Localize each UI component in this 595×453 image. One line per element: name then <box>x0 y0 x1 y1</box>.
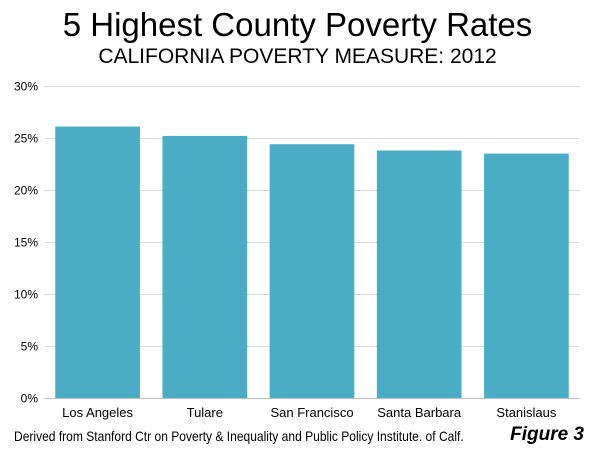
x-tick-label: Los Angeles <box>62 405 133 420</box>
x-tick-label: Tulare <box>187 405 223 420</box>
bar-tulare <box>162 135 248 399</box>
source-note: Derived from Stanford Ctr on Poverty & I… <box>14 428 464 444</box>
chart-subtitle: CALIFORNIA POVERTY MEASURE: 2012 <box>98 45 497 68</box>
y-tick-label: 5% <box>21 340 39 354</box>
chart-title: 5 Highest County Poverty Rates <box>62 6 533 43</box>
figure-label: Figure 3 <box>510 424 584 445</box>
x-tick-label: San Francisco <box>270 405 353 420</box>
y-tick-label: 10% <box>14 288 38 302</box>
x-tick-label: Santa Barbara <box>377 405 462 420</box>
y-tick-label: 20% <box>14 184 38 198</box>
y-tick-label: 25% <box>14 132 38 146</box>
x-tick-label: Stanislaus <box>496 405 556 420</box>
x-axis-ticks: Los Angeles Tulare San Francisco Santa Barb… <box>62 405 557 420</box>
y-tick-label: 15% <box>14 236 38 250</box>
bar-santa-barbara <box>376 150 462 398</box>
y-tick-label: 0% <box>21 392 39 406</box>
y-axis-ticks: 0% 5% 10% 15% 20% 25% 30% <box>14 80 38 406</box>
bar-stanislaus <box>484 153 569 398</box>
bar-san-francisco <box>269 144 355 398</box>
y-tick-label: 30% <box>14 80 38 94</box>
bars <box>55 126 569 399</box>
bar-los-angeles <box>55 126 140 398</box>
